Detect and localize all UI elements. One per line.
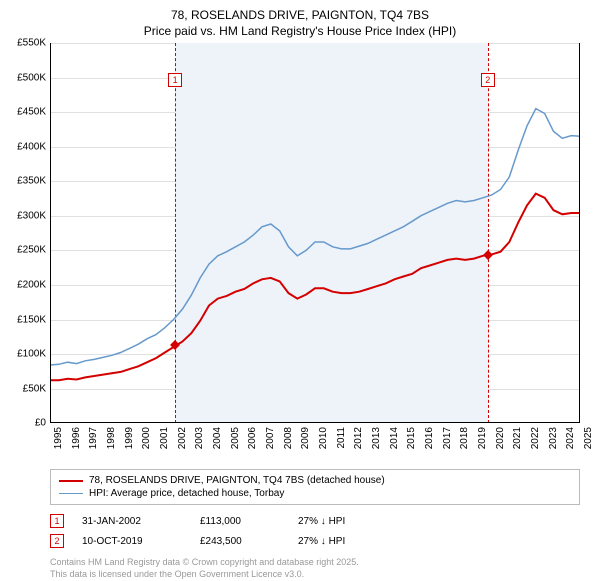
- x-tick-label: 2025: [583, 427, 594, 449]
- title-line-1: 78, ROSELANDS DRIVE, PAIGNTON, TQ4 7BS: [10, 8, 590, 24]
- y-tick-label: £500K: [17, 72, 46, 83]
- sale-hpi: 27% ↓ HPI: [298, 516, 378, 527]
- sale-date: 31-JAN-2002: [82, 516, 182, 527]
- y-tick-label: £450K: [17, 107, 46, 118]
- sale-price: £243,500: [200, 536, 280, 547]
- legend-label: 78, ROSELANDS DRIVE, PAIGNTON, TQ4 7BS (…: [89, 475, 385, 486]
- x-tick-label: 2023: [548, 427, 559, 449]
- sale-price: £113,000: [200, 516, 280, 527]
- footnote-line-2: This data is licensed under the Open Gov…: [50, 569, 580, 581]
- y-tick-label: £150K: [17, 314, 46, 325]
- x-tick-label: 2016: [424, 427, 435, 449]
- sale-marker-box: 2: [50, 534, 64, 548]
- y-tick-label: £550K: [17, 38, 46, 49]
- x-tick-label: 1999: [124, 427, 135, 449]
- y-tick-label: £400K: [17, 141, 46, 152]
- sale-data-row: 1 31-JAN-2002 £113,000 27% ↓ HPI: [50, 511, 580, 531]
- legend-row: HPI: Average price, detached house, Torb…: [59, 487, 571, 500]
- x-tick-label: 1997: [88, 427, 99, 449]
- sale-vline: [488, 43, 489, 423]
- x-tick-label: 2005: [230, 427, 241, 449]
- x-tick-label: 2024: [565, 427, 576, 449]
- legend-label: HPI: Average price, detached house, Torb…: [89, 488, 284, 499]
- y-tick-label: £0: [35, 418, 46, 429]
- chart-title: 78, ROSELANDS DRIVE, PAIGNTON, TQ4 7BS P…: [10, 8, 590, 39]
- x-tick-label: 2008: [283, 427, 294, 449]
- sale-marker-box: 1: [50, 514, 64, 528]
- x-tick-label: 2013: [371, 427, 382, 449]
- y-tick-label: £200K: [17, 280, 46, 291]
- legend-box: 78, ROSELANDS DRIVE, PAIGNTON, TQ4 7BS (…: [50, 469, 580, 505]
- footnote: Contains HM Land Registry data © Crown c…: [50, 557, 580, 580]
- x-tick-label: 2002: [177, 427, 188, 449]
- plot-area: £0£50K£100K£150K£200K£250K£300K£350K£400…: [50, 43, 580, 423]
- title-line-2: Price paid vs. HM Land Registry's House …: [10, 24, 590, 40]
- y-tick-label: £250K: [17, 245, 46, 256]
- x-tick-label: 2014: [389, 427, 400, 449]
- sale-hpi: 27% ↓ HPI: [298, 536, 378, 547]
- x-tick-label: 1996: [71, 427, 82, 449]
- data-rows: 1 31-JAN-2002 £113,000 27% ↓ HPI 2 10-OCT-201…: [50, 511, 580, 551]
- x-tick-label: 2012: [353, 427, 364, 449]
- x-tick-label: 2000: [141, 427, 152, 449]
- y-tick-label: £300K: [17, 210, 46, 221]
- x-tick-label: 2015: [406, 427, 417, 449]
- x-tick-label: 2022: [530, 427, 541, 449]
- sale-vline: [175, 43, 176, 423]
- legend-swatch: [59, 480, 83, 482]
- y-tick-label: £100K: [17, 349, 46, 360]
- x-tick-label: 2019: [477, 427, 488, 449]
- x-tick-label: 2003: [194, 427, 205, 449]
- footnote-line-1: Contains HM Land Registry data © Crown c…: [50, 557, 580, 569]
- x-tick-label: 2007: [265, 427, 276, 449]
- sale-data-row: 2 10-OCT-2019 £243,500 27% ↓ HPI: [50, 531, 580, 551]
- legend-swatch: [59, 493, 83, 494]
- shade-fill: [175, 43, 488, 423]
- y-tick-label: £350K: [17, 176, 46, 187]
- sale-date: 10-OCT-2019: [82, 536, 182, 547]
- x-tick-label: 1995: [53, 427, 64, 449]
- y-tick-label: £50K: [23, 383, 46, 394]
- x-tick-label: 2006: [247, 427, 258, 449]
- y-axis-line-left: [50, 43, 51, 423]
- x-tick-label: 1998: [106, 427, 117, 449]
- x-tick-label: 2004: [212, 427, 223, 449]
- x-tick-label: 2020: [495, 427, 506, 449]
- x-tick-label: 2017: [442, 427, 453, 449]
- x-tick-label: 2018: [459, 427, 470, 449]
- legend-footer: 78, ROSELANDS DRIVE, PAIGNTON, TQ4 7BS (…: [50, 469, 580, 580]
- x-tick-label: 2021: [512, 427, 523, 449]
- x-tick-label: 2011: [336, 427, 347, 449]
- marker-label-box: 1: [168, 73, 182, 87]
- x-tick-label: 2001: [159, 427, 170, 449]
- x-axis: 1995 1996 1997 1998 1999 2000 2001 2002 2003 2004…: [50, 423, 580, 463]
- x-tick-label: 2010: [318, 427, 329, 449]
- marker-label-box: 2: [481, 73, 495, 87]
- y-axis-line-right: [579, 43, 580, 423]
- x-tick-label: 2009: [300, 427, 311, 449]
- legend-row: 78, ROSELANDS DRIVE, PAIGNTON, TQ4 7BS (…: [59, 474, 571, 487]
- chart-container: 78, ROSELANDS DRIVE, PAIGNTON, TQ4 7BS P…: [0, 0, 600, 560]
- y-axis: £0£50K£100K£150K£200K£250K£300K£350K£400…: [10, 43, 50, 423]
